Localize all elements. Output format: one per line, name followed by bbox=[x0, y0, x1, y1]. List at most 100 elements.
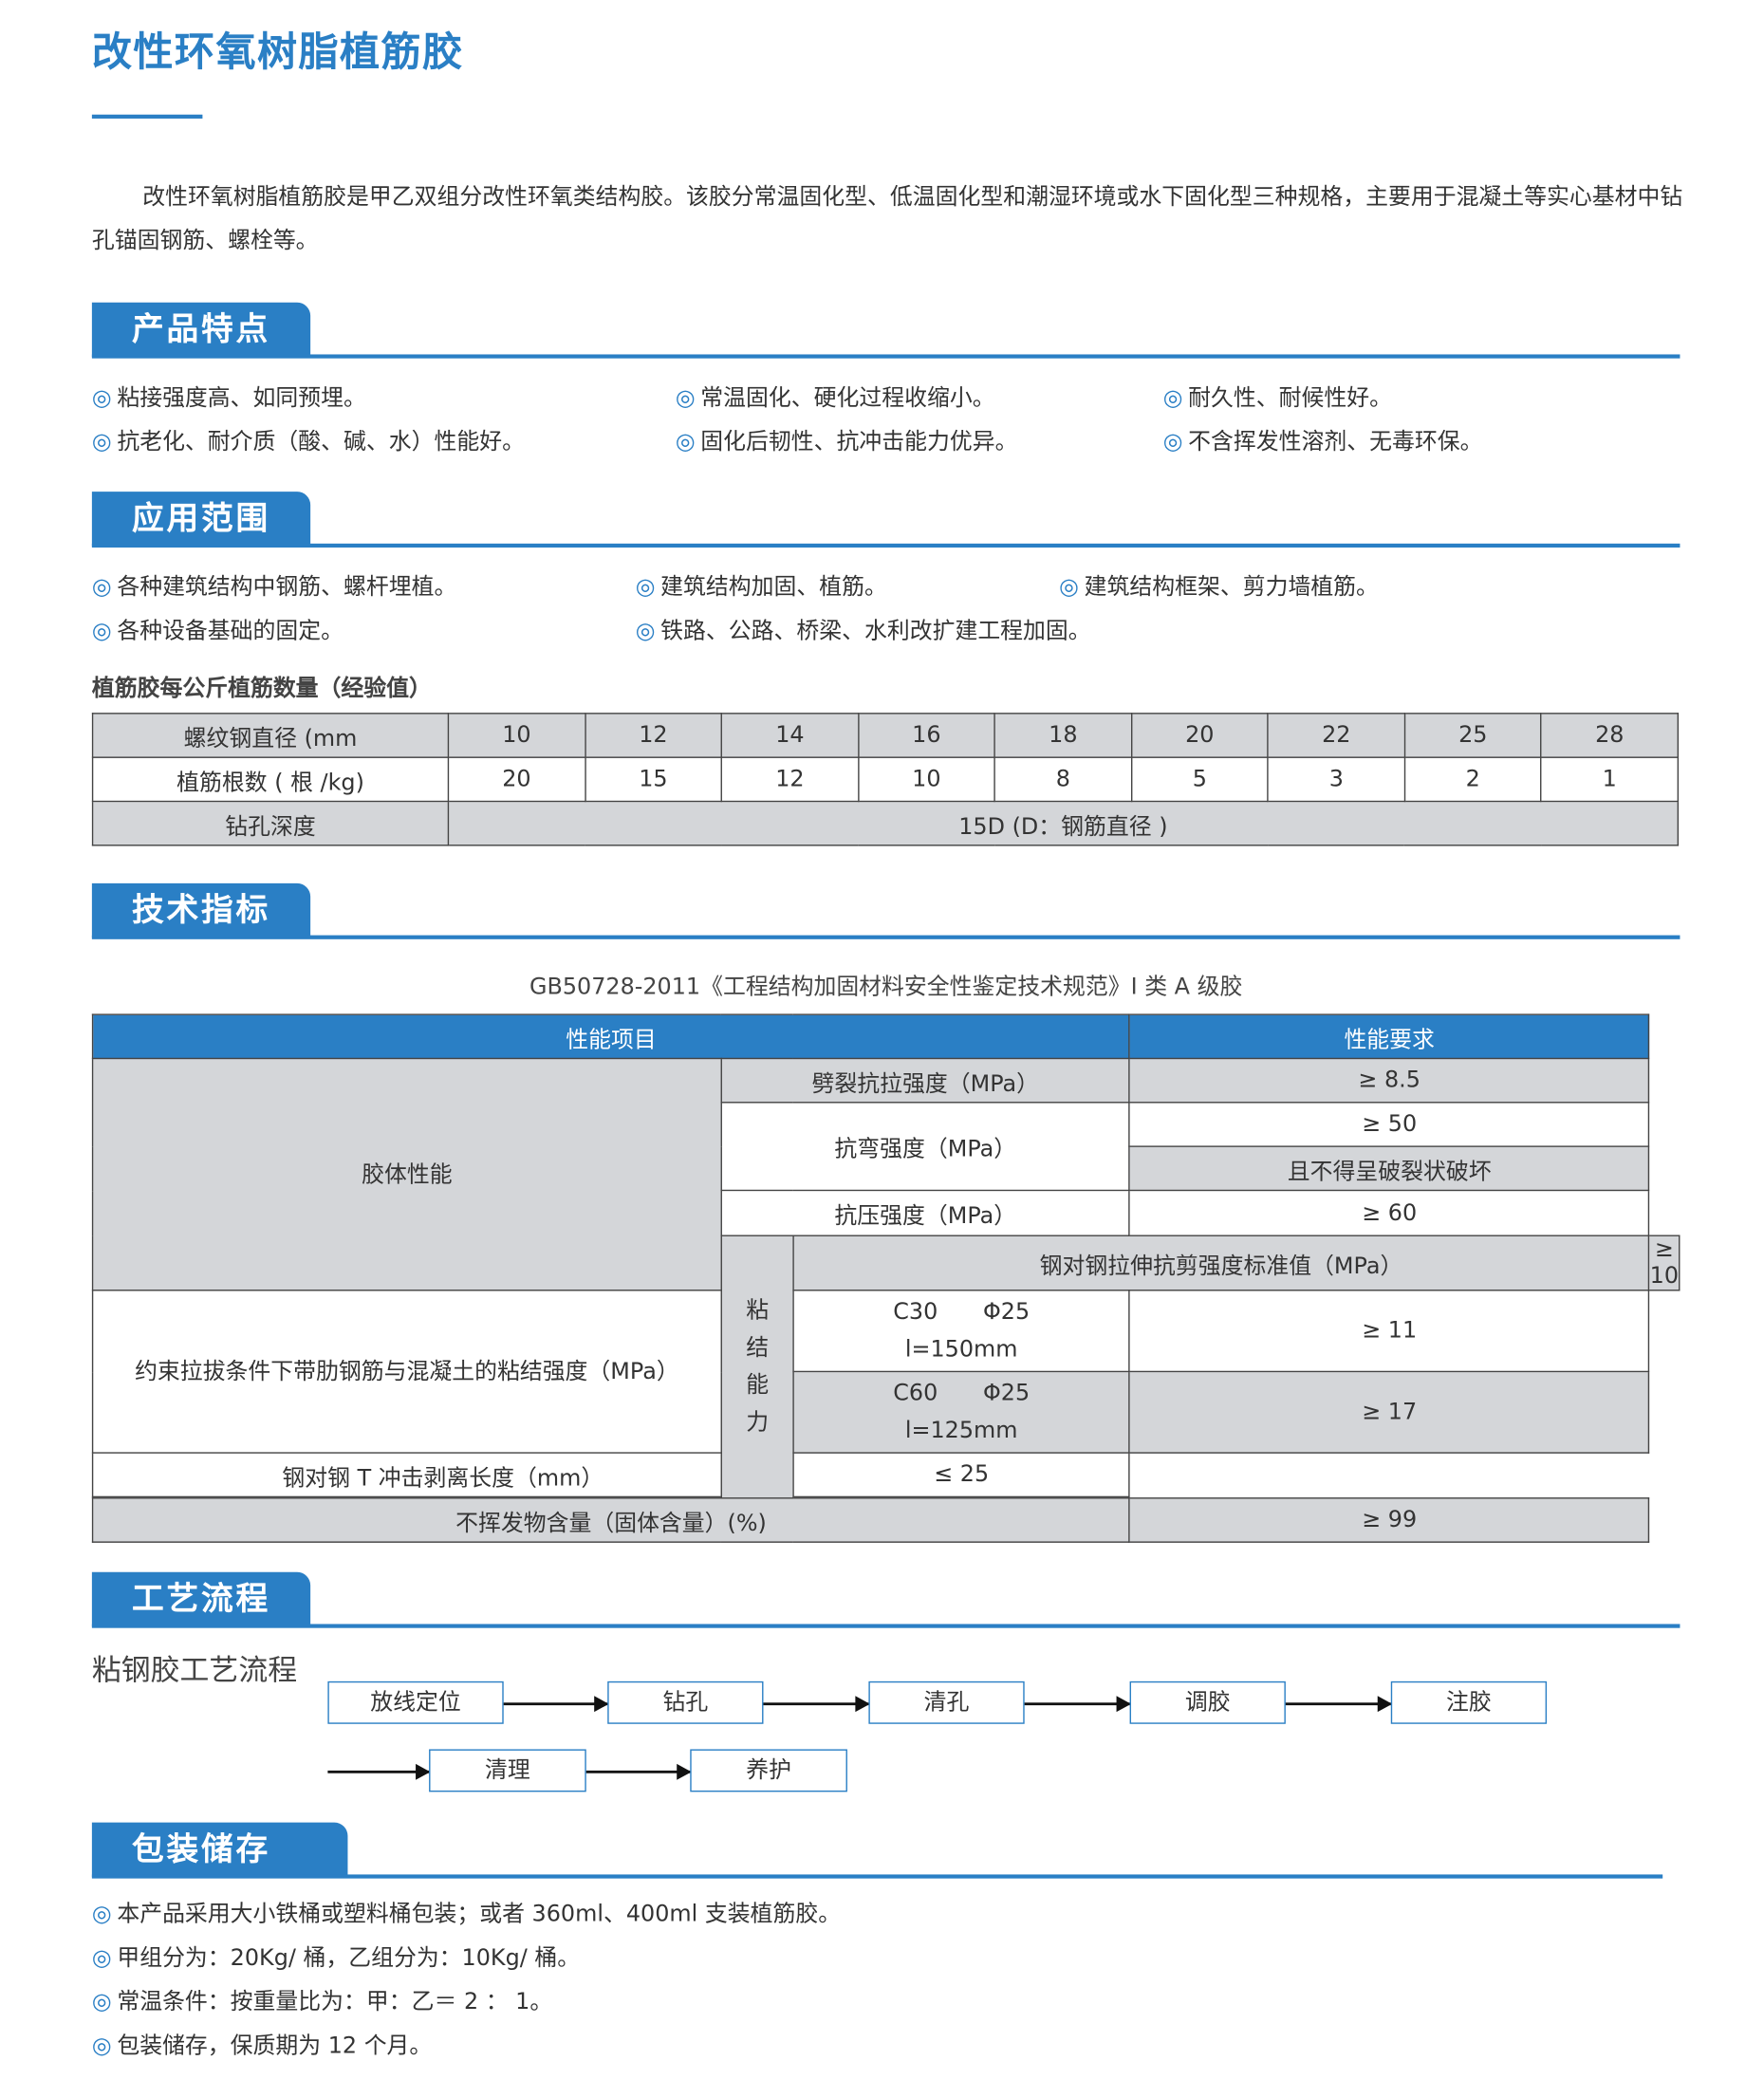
rebar-table: 螺纹钢直径 (mm 10 12 14 16 18 20 22 25 28 植筋根数 ( 根 /kg… bbox=[91, 713, 1680, 846]
bullet-circle-icon: ◎ bbox=[91, 2033, 112, 2060]
arrow-right-icon bbox=[763, 1698, 870, 1710]
feature-text: 粘接强度高、如同预埋。 bbox=[117, 384, 366, 412]
count-cell: 8 bbox=[993, 756, 1133, 803]
divider bbox=[91, 1874, 1663, 1879]
storage-text: 常温条件：按重量比为：甲：乙＝ 2 ： 1。 bbox=[117, 1989, 553, 2016]
storage-text: 甲组分为：20Kg/ 桶，乙组分为：10Kg/ 桶。 bbox=[117, 1944, 581, 1972]
cell: 劈裂抗拉强度（MPa） bbox=[720, 1057, 1131, 1104]
cell: C30 Φ25 l=150mm bbox=[792, 1290, 1131, 1373]
bullet-circle-icon: ◎ bbox=[91, 384, 112, 412]
application-item: ◎ 建筑结构框架、剪力墙植筋。 bbox=[1059, 567, 1379, 601]
bullet-circle-icon: ◎ bbox=[1162, 384, 1183, 412]
storage-item: ◎ 包装储存，保质期为 12 个月。 bbox=[91, 2026, 432, 2060]
application-item: ◎ 各种建筑结构中钢筋、螺杆埋植。 bbox=[92, 567, 456, 601]
diameter-cell: 20 bbox=[1130, 713, 1269, 758]
title-underline bbox=[91, 114, 203, 119]
table-row: 胶体性能 劈裂抗拉强度（MPa） ≥ 8.5 bbox=[91, 1057, 1680, 1291]
application-text: 建筑结构加固、植筋。 bbox=[660, 574, 887, 602]
count-cell: 1 bbox=[1540, 756, 1680, 803]
cell: 抗弯强度（MPa） bbox=[720, 1102, 1131, 1192]
diameter-cell: 16 bbox=[857, 713, 996, 758]
header-item: 性能项目 bbox=[91, 1013, 1131, 1060]
application-text: 建筑结构框架、剪力墙植筋。 bbox=[1084, 574, 1379, 602]
process-step: 清孔 bbox=[868, 1680, 1025, 1724]
table-row: 螺纹钢直径 (mm 10 12 14 16 18 20 22 25 28 bbox=[91, 713, 1680, 758]
feature-text: 耐久性、耐候性好。 bbox=[1188, 384, 1392, 412]
row-label: 植筋根数 ( 根 /kg) bbox=[91, 756, 450, 803]
feature-item: ◎ 固化后韧性、抗冲击能力优异。 bbox=[676, 422, 1018, 455]
count-cell: 10 bbox=[857, 756, 996, 803]
bullet-circle-icon: ◎ bbox=[91, 429, 112, 456]
feature-text: 不含挥发性溶剂、无毒环保。 bbox=[1188, 429, 1483, 456]
feature-item: ◎ 耐久性、耐候性好。 bbox=[1163, 379, 1392, 412]
arrow-right-icon bbox=[327, 1765, 431, 1778]
application-item: ◎ 铁路、公路、桥梁、水利改扩建工程加固。 bbox=[636, 611, 1091, 644]
rebar-table-caption: 植筋胶每公斤植筋数量（经验值） bbox=[91, 675, 432, 702]
process-step: 清理 bbox=[429, 1749, 586, 1792]
bullet-circle-icon: ◎ bbox=[91, 1901, 112, 1928]
application-item: ◎ 各种设备基础的固定。 bbox=[92, 611, 344, 644]
divider bbox=[91, 543, 1680, 548]
bullet-circle-icon: ◎ bbox=[675, 384, 696, 412]
count-cell: 3 bbox=[1267, 756, 1405, 803]
divider bbox=[91, 1624, 1680, 1628]
count-cell: 12 bbox=[720, 756, 860, 803]
table-row: 钢对钢 T 冲击剥离长度（mm） ≤ 25 bbox=[91, 1452, 1680, 1498]
count-cell: 5 bbox=[1130, 756, 1269, 803]
application-item: ◎ 建筑结构加固、植筋。 bbox=[636, 567, 887, 601]
diameter-cell: 28 bbox=[1540, 713, 1680, 758]
storage-item: ◎ 常温条件：按重量比为：甲：乙＝ 2 ： 1。 bbox=[92, 1982, 552, 2015]
feature-text: 抗老化、耐介质（酸、碱、水）性能好。 bbox=[117, 429, 525, 456]
cell: C60 Φ25 l=125mm bbox=[792, 1370, 1131, 1454]
page-title: 改性环氧树脂植筋胶 bbox=[91, 28, 464, 77]
header-requirement: 性能要求 bbox=[1128, 1013, 1650, 1060]
process-step: 钻孔 bbox=[607, 1680, 764, 1724]
storage-item: ◎ 本产品采用大小铁桶或塑料桶包装；或者 360ml、400ml 支装植筋胶。 bbox=[91, 1894, 841, 1928]
intro-paragraph: 改性环氧树脂植筋胶是甲乙双组分改性环氧类结构胶。该胶分常温固化型、低温固化型和潮… bbox=[91, 183, 1683, 255]
cell: 且不得呈破裂状破坏 bbox=[1128, 1145, 1650, 1192]
table-row: 不挥发物含量（固体含量）(%) ≥ 99 bbox=[91, 1497, 1680, 1543]
bullet-circle-icon: ◎ bbox=[91, 574, 112, 602]
feature-item: ◎ 不含挥发性溶剂、无毒环保。 bbox=[1163, 422, 1483, 455]
cell: 抗压强度（MPa） bbox=[720, 1189, 1131, 1236]
diameter-cell: 10 bbox=[447, 713, 586, 758]
bullet-circle-icon: ◎ bbox=[91, 1989, 112, 2016]
cell: ≥ 8.5 bbox=[1128, 1057, 1650, 1104]
count-cell: 2 bbox=[1403, 756, 1542, 803]
cell: 钢对钢 T 冲击剥离长度（mm） bbox=[91, 1452, 794, 1498]
section-heading-storage: 包装储存 bbox=[91, 1822, 348, 1878]
count-cell: 20 bbox=[447, 756, 586, 803]
cell: 不挥发物含量（固体含量）(%) bbox=[91, 1497, 1131, 1543]
bullet-circle-icon: ◎ bbox=[91, 1944, 112, 1972]
process-step: 注胶 bbox=[1390, 1680, 1548, 1724]
feature-text: 固化后韧性、抗冲击能力优异。 bbox=[700, 429, 1018, 456]
feature-item: ◎ 常温固化、硬化过程收缩小。 bbox=[676, 379, 995, 412]
bullet-circle-icon: ◎ bbox=[91, 618, 112, 645]
application-text: 各种建筑结构中钢筋、螺杆埋植。 bbox=[117, 574, 457, 602]
bullet-circle-icon: ◎ bbox=[635, 618, 656, 645]
table-row: 且不得呈破裂状破坏 bbox=[93, 1145, 1680, 1192]
cell: ≤ 25 bbox=[792, 1452, 1131, 1498]
row-label: 螺纹钢直径 (mm bbox=[91, 713, 450, 758]
diameter-cell: 22 bbox=[1267, 713, 1405, 758]
table-row: 植筋根数 ( 根 /kg) 20 15 12 10 8 5 3 2 1 bbox=[91, 756, 1680, 803]
cell: 钢对钢拉伸抗剪强度标准值（MPa） bbox=[792, 1235, 1650, 1291]
diameter-cell: 25 bbox=[1403, 713, 1542, 758]
application-text: 铁路、公路、桥梁、水利改扩建工程加固。 bbox=[660, 618, 1091, 645]
tech-caption: GB50728-2011《工程结构加固材料安全性鉴定技术规范》I 类 A 级胶 bbox=[529, 974, 1243, 1001]
process-step: 调胶 bbox=[1129, 1680, 1286, 1724]
bullet-circle-icon: ◎ bbox=[1059, 574, 1080, 602]
diameter-cell: 12 bbox=[584, 713, 723, 758]
cell: ≥ 10 bbox=[1648, 1235, 1680, 1291]
bullet-circle-icon: ◎ bbox=[675, 429, 696, 456]
process-step: 养护 bbox=[690, 1749, 847, 1792]
arrow-right-icon bbox=[1024, 1698, 1131, 1710]
bullet-circle-icon: ◎ bbox=[1162, 429, 1183, 456]
cell: ≥ 99 bbox=[1128, 1497, 1650, 1543]
feature-item: ◎ 抗老化、耐介质（酸、碱、水）性能好。 bbox=[92, 422, 525, 455]
table-header: 性能项目 性能要求 bbox=[91, 1013, 1680, 1060]
row-label: 钻孔深度 bbox=[91, 800, 450, 846]
table-row: 约束拉拔条件下带肋钢筋与混凝土的粘结强度（MPa） C30 Φ25 l=150mm… bbox=[91, 1290, 1680, 1454]
bullet-circle-icon: ◎ bbox=[635, 574, 656, 602]
